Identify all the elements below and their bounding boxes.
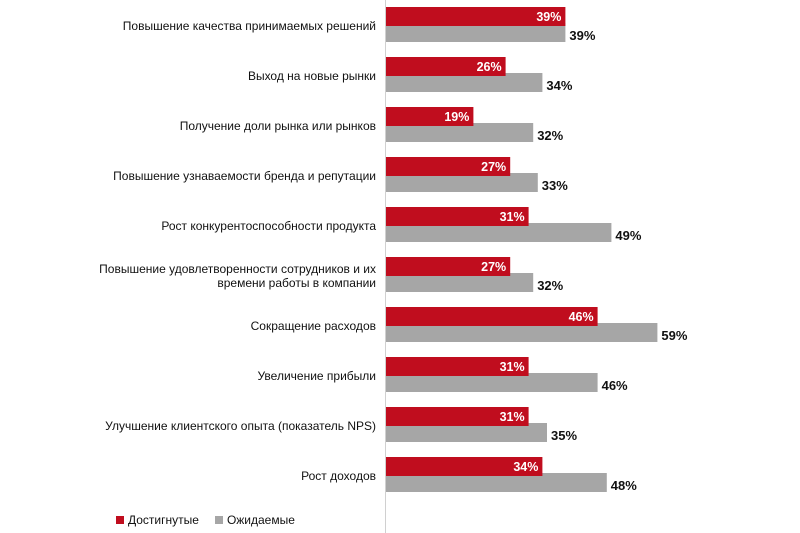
category-label: Повышение удовлетворенности сотрудников … [99, 262, 376, 276]
value-label-expected: 34% [546, 78, 572, 93]
bars [386, 7, 658, 492]
value-labels: 39% 39% 26% 34% 19% 32% 27% 33% 31% 49% 27% 32% 46% 5… [444, 10, 687, 493]
bar-expected [386, 273, 534, 292]
value-label-achieved: 26% [477, 60, 502, 74]
value-label-achieved: 27% [481, 160, 506, 174]
bar-expected [386, 373, 598, 392]
value-label-expected: 33% [542, 178, 568, 193]
value-label-achieved: 19% [444, 110, 469, 124]
category-label: Увеличение прибыли [257, 369, 376, 383]
value-label-expected: 46% [602, 378, 628, 393]
bar-achieved [386, 207, 529, 226]
bar-achieved [386, 257, 511, 276]
legend: Достигнутые Ожидаемые [116, 513, 311, 527]
bar-expected [386, 23, 566, 42]
value-label-achieved: 46% [569, 310, 594, 324]
value-label-expected: 32% [537, 128, 563, 143]
bar-achieved [386, 357, 529, 376]
bar-achieved [386, 57, 506, 76]
category-label: Рост доходов [301, 469, 376, 483]
bar-expected [386, 323, 658, 342]
legend-item-expected: Ожидаемые [214, 513, 295, 527]
bar-achieved [386, 307, 598, 326]
value-label-achieved: 39% [536, 10, 561, 24]
value-label-expected: 39% [569, 28, 595, 43]
bar-expected [386, 173, 538, 192]
bar-expected [386, 123, 534, 142]
bar-expected [386, 73, 543, 92]
value-label-expected: 35% [551, 428, 577, 443]
category-label: Повышение качества принимаемых решений [123, 19, 376, 33]
category-label: Выход на новые рынки [248, 69, 376, 83]
bar-achieved [386, 407, 529, 426]
category-label: времени работы в компании [217, 276, 376, 290]
category-labels: Повышение качества принимаемых решений Вы… [99, 19, 376, 483]
bar-expected [386, 473, 607, 492]
category-label: Сокращение расходов [251, 319, 376, 333]
legend-swatch-expected [214, 516, 223, 524]
value-label-expected: 49% [615, 228, 641, 243]
value-label-achieved: 31% [500, 360, 525, 374]
value-label-expected: 48% [611, 478, 637, 493]
value-label-expected: 32% [537, 278, 563, 293]
bar-achieved [386, 157, 511, 176]
bar-achieved [386, 457, 543, 476]
category-label: Улучшение клиентского опыта (показатель … [105, 419, 376, 433]
bar-expected [386, 423, 547, 442]
value-label-achieved: 27% [481, 260, 506, 274]
value-label-achieved: 31% [500, 210, 525, 224]
category-label: Рост конкурентоспособности продукта [161, 219, 376, 233]
value-label-expected: 59% [661, 328, 687, 343]
value-label-achieved: 31% [500, 410, 525, 424]
legend-swatch-achieved [116, 516, 124, 524]
legend-label-expected: Ожидаемые [226, 513, 295, 527]
bar-expected [386, 223, 612, 242]
category-label: Получение доли рынка или рынков [180, 119, 376, 133]
legend-label-achieved: Достигнутые [128, 513, 199, 527]
bar-achieved [386, 107, 474, 126]
bar-achieved [386, 7, 566, 26]
category-label: Повышение узнаваемости бренда и репутаци… [113, 169, 376, 183]
value-label-achieved: 34% [513, 460, 538, 474]
legend-item-achieved: Достигнутые [116, 513, 199, 527]
